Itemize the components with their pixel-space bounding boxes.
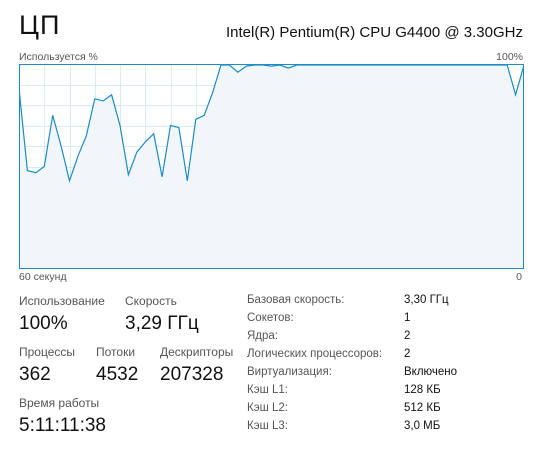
info-label-virtualization: Виртуализация: xyxy=(247,366,332,378)
info-value-l2-cache: 512 КБ xyxy=(404,402,441,414)
info-label-l3-cache: Кэш L3: xyxy=(247,420,288,432)
info-value-l1-cache: 128 КБ xyxy=(404,384,441,396)
usage-label: Использование xyxy=(19,294,105,308)
info-value-l3-cache: 3,0 МБ xyxy=(404,420,441,432)
processes-value: 362 xyxy=(19,364,51,385)
graph-label-max: 100% xyxy=(496,51,523,63)
info-label-cores: Ядра: xyxy=(247,330,279,342)
usage-value: 100% xyxy=(19,313,68,334)
handles-value: 207328 xyxy=(160,364,224,385)
uptime-value: 5:11:11:38 xyxy=(19,415,106,436)
speed-label: Скорость xyxy=(125,294,177,308)
graph-frame xyxy=(19,64,524,269)
threads-label: Потоки xyxy=(96,345,136,359)
info-value-cores: 2 xyxy=(404,330,411,342)
page-title: ЦП xyxy=(19,10,61,40)
info-label-base-speed: Базовая скорость: xyxy=(247,294,345,306)
speed-value: 3,29 ГГц xyxy=(125,313,199,334)
graph-label-usage: Используется % xyxy=(19,51,98,63)
uptime-label: Время работы xyxy=(19,396,100,410)
threads-value: 4532 xyxy=(96,364,139,385)
cpu-usage-graph xyxy=(19,64,524,269)
info-label-sockets: Сокетов: xyxy=(247,312,294,324)
info-label-l2-cache: Кэш L2: xyxy=(247,402,288,414)
info-value-virtualization: Включено xyxy=(404,366,458,378)
info-value-sockets: 1 xyxy=(404,312,411,324)
usage-area xyxy=(19,65,524,269)
axis-label-time: 60 секунд xyxy=(19,271,67,283)
handles-label: Дескрипторы xyxy=(160,345,234,359)
processes-label: Процессы xyxy=(19,345,76,359)
info-label-l1-cache: Кэш L1: xyxy=(247,384,288,396)
cpu-model-name: Intel(R) Pentium(R) CPU G4400 @ 3.30GHz xyxy=(226,24,523,41)
info-value-logical-processors: 2 xyxy=(404,348,411,360)
info-label-logical-processors: Логических процессоров: xyxy=(247,348,383,360)
info-value-base-speed: 3,30 ГГц xyxy=(404,294,449,306)
axis-label-zero: 0 xyxy=(516,271,522,283)
